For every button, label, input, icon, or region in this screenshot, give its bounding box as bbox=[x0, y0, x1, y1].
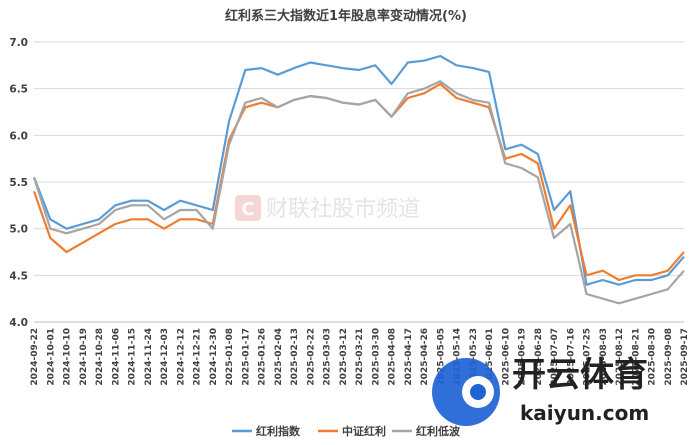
x-tick-label: 2025-08-12 bbox=[615, 328, 625, 386]
x-tick-label: 2024-11-15 bbox=[128, 328, 138, 386]
x-tick-label: 2024-12-21 bbox=[193, 328, 203, 386]
series-line-1 bbox=[32, 54, 685, 286]
legend: 红利指数 中证红利 红利低波 bbox=[232, 424, 461, 438]
x-tick-label: 2025-02-22 bbox=[306, 328, 316, 386]
x-tick-label: 2024-12-03 bbox=[160, 328, 170, 386]
chart-title: 红利系三大指数近1年股息率变动情况(%) bbox=[225, 8, 467, 24]
x-tick-label: 2025-04-08 bbox=[388, 328, 398, 386]
y-tick-label: 4.5 bbox=[9, 270, 28, 282]
x-tick-label: 2025-05-14 bbox=[453, 328, 463, 386]
x-tick-label: 2025-06-01 bbox=[485, 328, 495, 386]
x-tick-label: 2025-03-03 bbox=[323, 328, 333, 386]
legend-label: 红利指数 bbox=[256, 424, 301, 438]
legend-label: 中证红利 bbox=[342, 424, 386, 438]
x-axis: 2024-09-22 2024-10-01 2024-10-10 2024-10-19… bbox=[30, 328, 690, 386]
x-tick-label: 2025-09-08 bbox=[664, 328, 674, 386]
x-tick-label: 2025-07-16 bbox=[566, 328, 576, 386]
x-tick-label: 2025-05-23 bbox=[469, 328, 479, 386]
x-tick-label: 2025-04-26 bbox=[420, 328, 430, 386]
watermark-logo-icon bbox=[235, 195, 261, 221]
watermark-logo-letter: C bbox=[241, 199, 254, 220]
x-tick-label: 2024-10-01 bbox=[46, 328, 56, 386]
x-tick-label: 2025-07-07 bbox=[550, 328, 560, 386]
x-tick-label: 2025-05-05 bbox=[436, 328, 446, 386]
x-tick-label: 2025-08-21 bbox=[631, 328, 641, 386]
x-tick-label: 2024-12-12 bbox=[176, 328, 186, 386]
x-tick-label: 2024-11-24 bbox=[144, 328, 154, 386]
brand-name-en: kaiyun.com bbox=[520, 401, 649, 425]
brand-ball-center-icon bbox=[470, 384, 486, 400]
y-axis: 7.0 6.5 6.0 5.5 5.0 4.5 4.0 bbox=[9, 37, 28, 329]
x-tick-label: 2024-09-22 bbox=[30, 328, 40, 386]
x-tick-label: 2025-08-03 bbox=[599, 328, 609, 386]
series-line-3 bbox=[32, 80, 685, 305]
y-tick-label: 5.5 bbox=[9, 177, 28, 189]
x-tick-label: 2024-10-28 bbox=[95, 328, 105, 386]
y-tick-label: 6.5 bbox=[9, 84, 28, 96]
x-tick-label: 2025-01-17 bbox=[241, 328, 251, 386]
brand-name-cn: 开云体育 bbox=[512, 355, 648, 395]
legend-label: 红利低波 bbox=[416, 424, 461, 438]
series-lines bbox=[32, 54, 685, 305]
x-tick-label: 2025-07-25 bbox=[583, 328, 593, 386]
x-tick-label: 2025-06-19 bbox=[518, 328, 528, 386]
x-tick-label: 2025-06-28 bbox=[534, 328, 544, 386]
x-tick-label: 2025-06-10 bbox=[501, 328, 511, 386]
x-tick-label: 2025-01-08 bbox=[225, 328, 235, 386]
x-tick-label: 2024-11-06 bbox=[111, 328, 121, 386]
x-tick-label: 2025-03-12 bbox=[339, 328, 349, 386]
x-tick-label: 2024-12-30 bbox=[209, 328, 219, 386]
x-tick-label: 2025-03-21 bbox=[355, 328, 365, 386]
y-tick-label: 6.0 bbox=[9, 130, 28, 142]
x-tick-label: 2024-10-10 bbox=[63, 328, 73, 386]
x-tick-label: 2025-08-30 bbox=[648, 328, 658, 386]
watermark: C 财联社股市频道 bbox=[235, 195, 420, 222]
x-tick-label: 2025-03-30 bbox=[371, 328, 381, 386]
y-tick-label: 7.0 bbox=[9, 37, 28, 49]
watermark-text: 财联社股市频道 bbox=[266, 197, 420, 222]
y-tick-label: 4.0 bbox=[9, 317, 28, 329]
x-tick-label: 2024-10-19 bbox=[79, 328, 89, 386]
x-tick-label: 2025-01-26 bbox=[258, 328, 268, 386]
gridlines bbox=[34, 41, 684, 323]
x-tick-label: 2025-02-04 bbox=[274, 328, 284, 386]
x-tick-label: 2025-04-17 bbox=[404, 328, 414, 386]
x-tick-label: 2025-09-17 bbox=[680, 328, 690, 386]
y-tick-label: 5.0 bbox=[9, 224, 28, 236]
brand-logo: 开云体育 kaiyun.com bbox=[432, 355, 649, 426]
x-tick-label: 2025-02-13 bbox=[290, 328, 300, 386]
